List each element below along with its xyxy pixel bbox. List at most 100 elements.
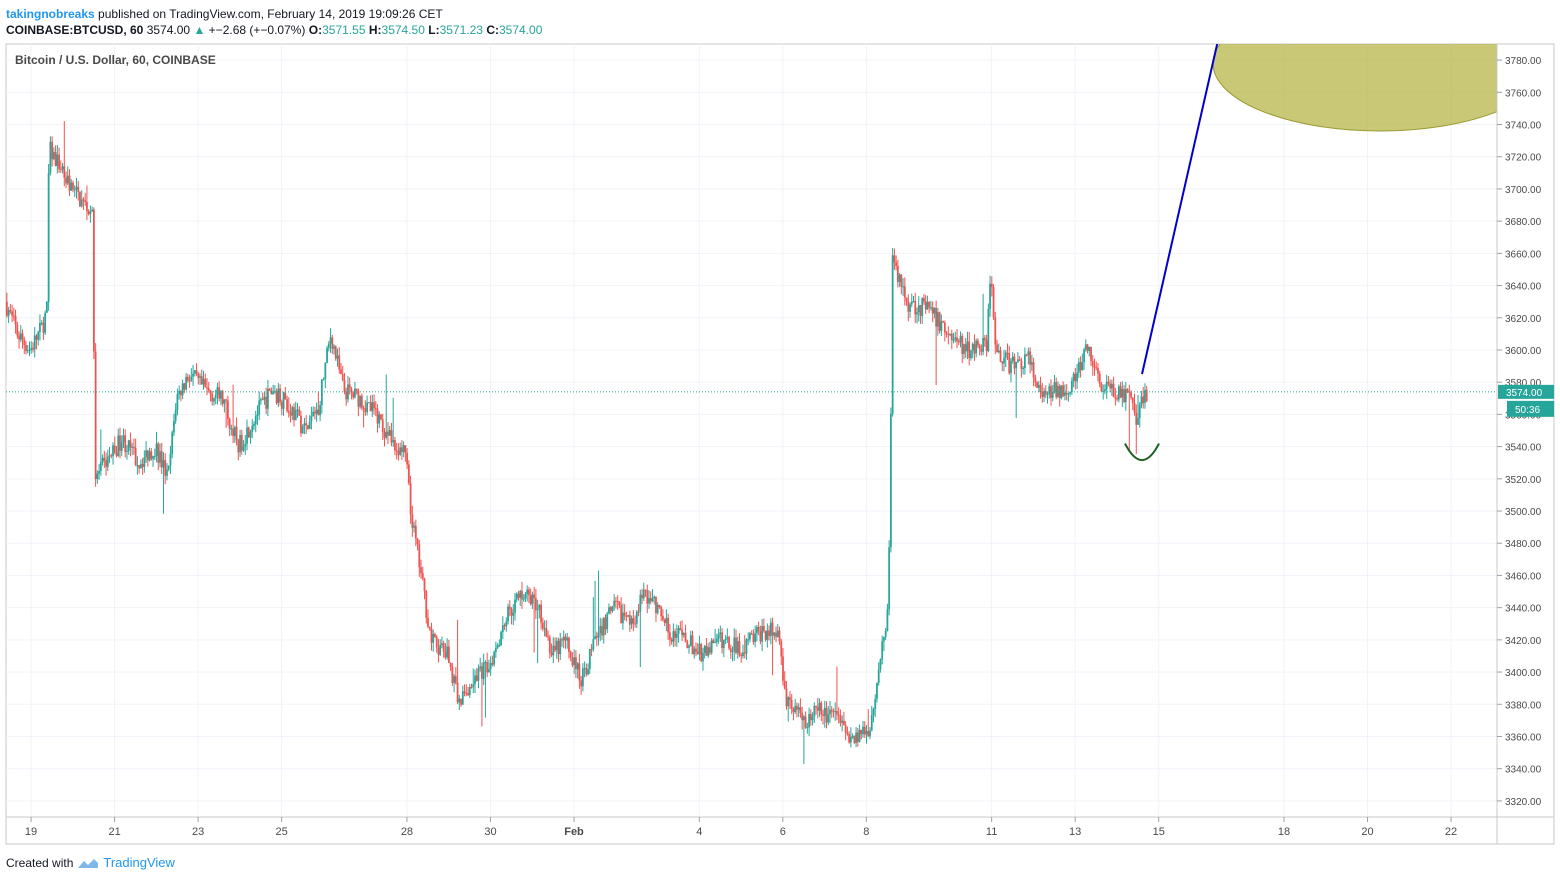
candle-body <box>188 380 191 382</box>
candle-body <box>588 648 591 670</box>
candle-body <box>997 350 1000 353</box>
candle-body <box>37 331 40 340</box>
candle-body <box>407 464 410 484</box>
candle-body <box>383 431 386 438</box>
candle-body <box>213 398 215 402</box>
candle-body <box>639 594 642 612</box>
candle-body <box>1017 359 1019 362</box>
candle-body <box>583 668 586 670</box>
y-tick-label: 3440.00 <box>1505 604 1542 615</box>
drawings-layer[interactable] <box>1124 0 1547 462</box>
candle-body <box>220 391 222 399</box>
candle-body <box>181 383 184 396</box>
candle-body <box>265 396 268 409</box>
candle-body <box>66 175 69 184</box>
candle-body <box>253 423 255 427</box>
candle-body <box>874 698 877 709</box>
candle-body <box>305 423 308 426</box>
candle-body <box>406 452 409 465</box>
candle-body <box>333 346 335 349</box>
candle-body <box>282 392 285 409</box>
candle-body <box>883 636 885 642</box>
candle-body <box>5 301 8 316</box>
candle-body <box>28 349 31 351</box>
candle-body <box>465 693 468 695</box>
candle-body <box>98 471 101 474</box>
candle-body <box>500 632 502 645</box>
candle-body <box>357 390 360 407</box>
price-chart[interactable]: 3320.00 3340.00 3360.00 3380.00 3400.00 3420.… <box>0 0 1560 850</box>
candle-body <box>444 651 447 658</box>
candle-body <box>256 414 259 417</box>
candle-body <box>769 622 772 637</box>
time-axis[interactable]: 19 21 23 25 28 30 Feb 4 6 8 11 13 15 18 20 22 <box>25 817 1457 838</box>
candle-body <box>1133 402 1136 413</box>
candle-body <box>1097 368 1099 374</box>
candle-body <box>839 715 842 723</box>
candle-body <box>204 378 207 388</box>
candle-body <box>693 648 696 655</box>
candle-body <box>138 465 141 469</box>
candle-body <box>947 334 950 336</box>
candle-body <box>996 344 998 353</box>
candle-body <box>872 708 875 716</box>
candle-body <box>441 643 443 645</box>
candle-body <box>1088 346 1091 352</box>
candle-body <box>289 412 292 416</box>
candle-body <box>698 644 701 655</box>
candle-body <box>804 716 807 728</box>
candle-body <box>1142 396 1145 403</box>
candle-body <box>771 622 774 636</box>
x-tick-label: 30 <box>484 826 496 838</box>
candle-body <box>1044 390 1047 395</box>
candle-body <box>1107 381 1110 384</box>
candle-body <box>488 669 490 673</box>
price-axis[interactable]: 3320.00 3340.00 3360.00 3380.00 3400.00 3420.… <box>1497 56 1554 808</box>
x-tick-label: 21 <box>108 826 120 838</box>
candle-body <box>963 344 965 354</box>
y-tick-label: 3540.00 <box>1505 443 1542 454</box>
candle-body <box>442 643 445 652</box>
candle-body <box>35 335 38 340</box>
candle-body <box>797 707 800 710</box>
candle-body <box>641 594 643 599</box>
candle-body <box>300 415 302 434</box>
candle-body <box>597 633 600 638</box>
tradingview-brand[interactable]: TradingView <box>103 855 175 870</box>
candle-body <box>564 636 567 641</box>
candle-body <box>42 322 45 333</box>
author-link[interactable]: takingnobreaks <box>6 7 95 21</box>
candle-body <box>601 625 603 636</box>
candle-body <box>879 659 882 670</box>
candle-body <box>695 648 697 652</box>
candle-body <box>865 731 868 735</box>
candle-body <box>94 351 97 479</box>
candle-body <box>373 402 375 409</box>
candle-body <box>1116 398 1119 400</box>
candle-body <box>233 427 236 437</box>
close-value: 3574.00 <box>498 23 543 37</box>
candle-body <box>324 362 327 380</box>
candle-body <box>1030 362 1033 365</box>
candle-body <box>400 447 403 453</box>
candle-body <box>752 634 755 642</box>
candle-body <box>307 425 309 429</box>
candle-body <box>1074 373 1077 382</box>
close-label: C: <box>486 23 499 37</box>
candle-body <box>327 343 330 349</box>
candle-body <box>877 669 880 684</box>
candle-body <box>973 343 976 354</box>
candle-body <box>893 255 896 263</box>
candle-body <box>498 644 501 646</box>
candle-body <box>126 450 128 452</box>
candle-body <box>395 450 398 452</box>
candle-body <box>632 618 635 624</box>
candle-body <box>672 631 675 642</box>
candle-body <box>834 710 837 713</box>
candle-body <box>940 321 943 331</box>
candle-body <box>374 408 377 410</box>
candle-body <box>92 209 95 352</box>
candle-body <box>548 637 551 653</box>
candle-body <box>802 716 805 721</box>
candle-body <box>268 388 271 391</box>
